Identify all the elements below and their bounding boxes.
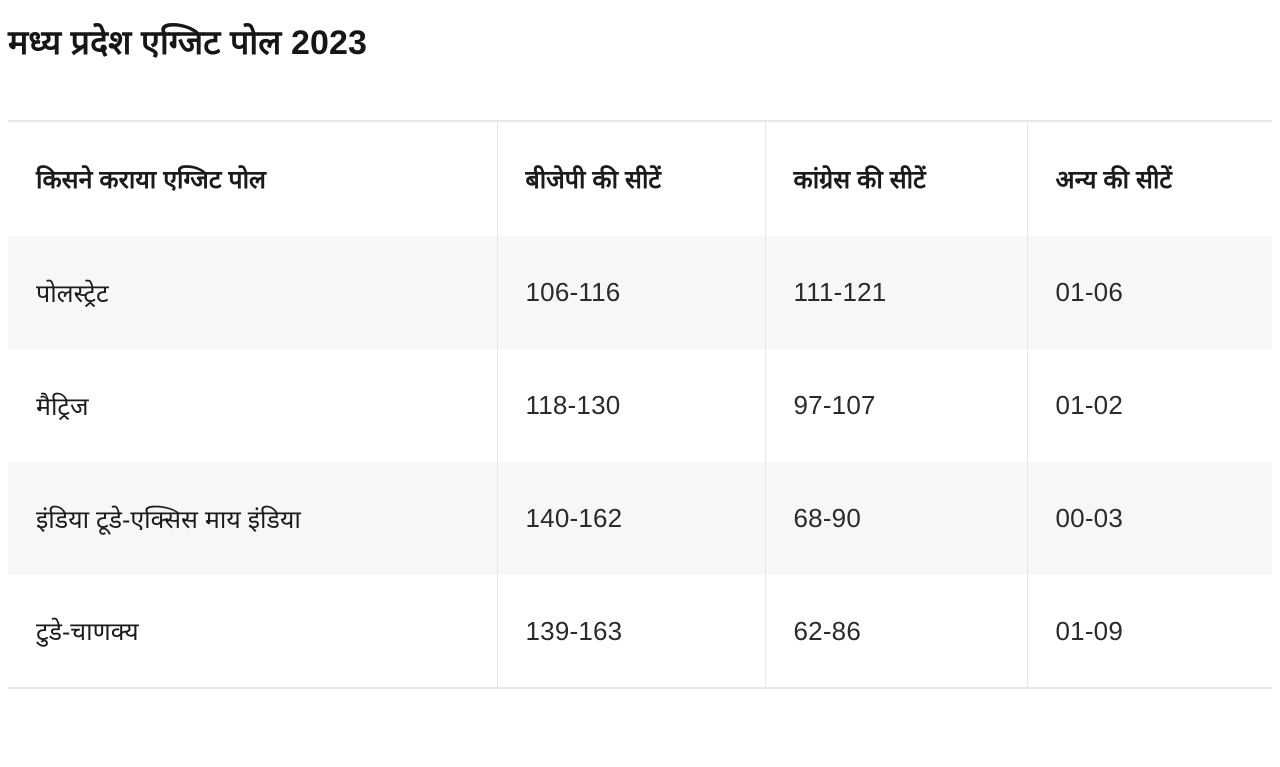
exit-poll-table: किसने कराया एग्जिट पोल बीजेपी की सीटें क…	[8, 120, 1272, 689]
column-header-congress-seats: कांग्रेस की सीटें	[765, 121, 1028, 236]
table-row: पोलस्ट्रेट 106-116 111-121 01-06	[8, 236, 1272, 349]
cell-other-seats: 01-06	[1027, 236, 1272, 349]
table-header: किसने कराया एग्जिट पोल बीजेपी की सीटें क…	[8, 121, 1272, 236]
page-title: मध्य प्रदेश एग्जिट पोल 2023	[8, 24, 367, 62]
cell-bjp-seats: 106-116	[497, 236, 766, 349]
table-row: इंडिया टूडे-एक्सिस माय इंडिया 140-162 68…	[8, 462, 1272, 575]
cell-pollster: पोलस्ट्रेट	[8, 236, 498, 349]
table-body: पोलस्ट्रेट 106-116 111-121 01-06 मैट्रिज…	[8, 236, 1272, 688]
column-header-other-seats: अन्य की सीटें	[1027, 121, 1272, 236]
cell-other-seats: 01-09	[1027, 575, 1272, 688]
cell-bjp-seats: 139-163	[497, 575, 766, 688]
table-header-row: किसने कराया एग्जिट पोल बीजेपी की सीटें क…	[8, 121, 1272, 236]
cell-bjp-seats: 118-130	[497, 349, 766, 462]
cell-bjp-seats: 140-162	[497, 462, 766, 575]
table-row: टुडे-चाणक्य 139-163 62-86 01-09	[8, 575, 1272, 688]
cell-other-seats: 01-02	[1027, 349, 1272, 462]
cell-congress-seats: 62-86	[765, 575, 1028, 688]
exit-poll-table-container: किसने कराया एग्जिट पोल बीजेपी की सीटें क…	[0, 120, 1280, 689]
cell-pollster: इंडिया टूडे-एक्सिस माय इंडिया	[8, 462, 498, 575]
cell-pollster: टुडे-चाणक्य	[8, 575, 498, 688]
column-header-bjp-seats: बीजेपी की सीटें	[497, 121, 766, 236]
cell-congress-seats: 68-90	[765, 462, 1028, 575]
cell-congress-seats: 97-107	[765, 349, 1028, 462]
table-row: मैट्रिज 118-130 97-107 01-02	[8, 349, 1272, 462]
cell-other-seats: 00-03	[1027, 462, 1272, 575]
cell-pollster: मैट्रिज	[8, 349, 498, 462]
cell-congress-seats: 111-121	[765, 236, 1028, 349]
column-header-pollster: किसने कराया एग्जिट पोल	[8, 121, 498, 236]
